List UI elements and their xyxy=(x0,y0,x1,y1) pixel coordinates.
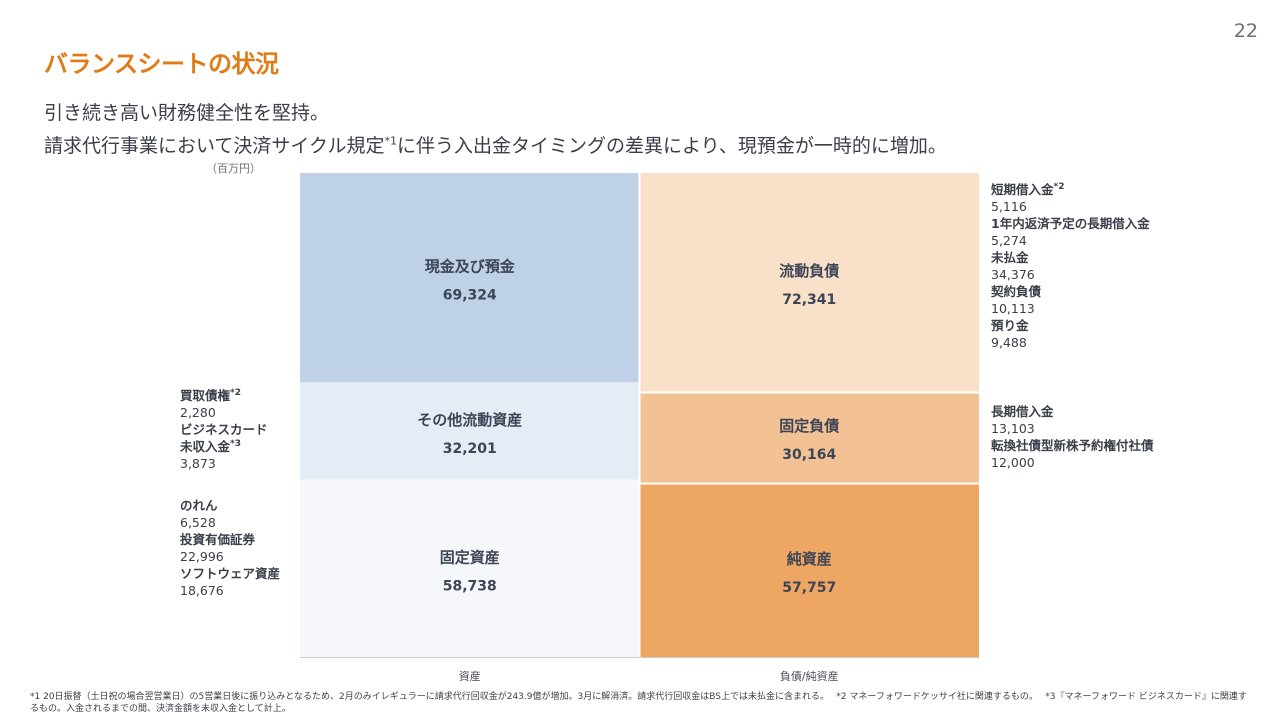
liability-note-value: 10,113 xyxy=(991,301,1035,316)
footnote-ref: *1 xyxy=(384,134,397,148)
asset-note-label-text: ビジネスカード xyxy=(180,422,268,437)
liability-note-value: 5,116 xyxy=(991,199,1027,214)
liability-note-value: 9,488 xyxy=(991,335,1027,350)
x-axis-tick: 資産 xyxy=(459,670,481,683)
unit-label: （百万円） xyxy=(206,162,261,175)
liability-note-label: 契約負債 xyxy=(991,283,1150,300)
liability-note-label-text: 1年内返済予定の長期借入金 xyxy=(991,216,1150,231)
asset-note-label: 買取債権*2 xyxy=(180,387,268,404)
bar-segment xyxy=(640,484,979,657)
footnote-1: *1 20日振替（土日祝の場合翌営業日）の5営業日後に振り込みとなるため、2月の… xyxy=(30,692,825,702)
liability-note-value: 13,103 xyxy=(991,421,1035,436)
asset-note-value: 3,873 xyxy=(180,456,216,471)
asset-note-label-text: 買取債権 xyxy=(180,388,231,403)
footnote-2: *2 マネーフォワードケッサイ社に関連するもの。 xyxy=(836,692,1034,702)
liability-note-label-text: 預り金 xyxy=(991,318,1029,333)
subtitle-line-2-text: 請求代行事業において決済サイクル規定 xyxy=(44,135,385,157)
footnote-ref: *3 xyxy=(230,438,241,449)
subtitle-line-1: 引き続き高い財務健全性を堅持。 xyxy=(44,102,330,124)
segment-label: 固定負債 xyxy=(779,417,839,435)
fixed-assets-breakdown: のれん 6,528 投資有価証券 22,996 ソフトウェア資産 18,676 xyxy=(180,497,280,599)
segment-label: 流動負債 xyxy=(779,262,839,280)
balance-sheet-chart: 現金及び預金 69,324 その他流動資産 32,201 固定資産 58,738 資産 流動負… xyxy=(300,173,979,683)
slide-title: バランスシートの状況 xyxy=(44,50,279,78)
liability-note-label: 転換社債型新株予約権付社債 xyxy=(991,437,1154,454)
other-current-assets-breakdown: 買取債権*2 2,280 ビジネスカード 未収入金*3 3,873 xyxy=(180,387,268,472)
bar-segment xyxy=(640,173,979,392)
footnote-3: *3『マネーフォワード ビジネスカード』に関連するもの。入金されるまでの間、決済… xyxy=(30,692,1247,714)
liability-note-label-text: 契約負債 xyxy=(991,284,1042,299)
liability-note-label-text: 短期借入金 xyxy=(991,182,1054,197)
asset-note-label-text: 投資有価証券 xyxy=(180,532,256,547)
subtitle-line-2-rest: に伴う入出金タイミングの差異により、現預金が一時的に増加。 xyxy=(396,135,947,157)
segment-label: 純資産 xyxy=(787,550,832,568)
footnotes: *1 20日振替（土日祝の場合翌営業日）の5営業日後に振り込みとなるため、2月の… xyxy=(30,691,1255,715)
liability-note-label: 短期借入金*2 xyxy=(991,181,1150,198)
liability-note-label: 1年内返済予定の長期借入金 xyxy=(991,215,1150,232)
asset-note-label-text: ソフトウェア資産 xyxy=(180,566,281,581)
asset-note-value: 2,280 xyxy=(180,405,216,420)
liability-note-value: 5,274 xyxy=(991,233,1027,248)
liability-note-label: 未払金 xyxy=(991,249,1150,266)
bar-segment xyxy=(300,479,639,657)
asset-note-value: 6,528 xyxy=(180,515,216,530)
asset-note-label: ビジネスカード xyxy=(180,421,268,438)
x-axis-tick: 負債/純資産 xyxy=(780,669,839,683)
asset-note-label: 投資有価証券 xyxy=(180,531,280,548)
subtitle-line-2: 請求代行事業において決済サイクル規定*1に伴う入出金タイミングの差異により、現預… xyxy=(44,131,947,158)
segment-label: 現金及び預金 xyxy=(425,258,516,276)
asset-note-value: 18,676 xyxy=(180,583,224,598)
asset-note-label: のれん xyxy=(180,497,280,514)
asset-note-label-text: 未収入金 xyxy=(180,439,231,454)
asset-note-label: 未収入金*3 xyxy=(180,438,268,455)
bar-segment xyxy=(300,382,639,480)
liability-note-label-text: 未払金 xyxy=(991,250,1029,265)
segment-label: その他流動資産 xyxy=(417,411,522,429)
asset-note-label-text: のれん xyxy=(180,498,218,513)
footnote-ref: *2 xyxy=(230,387,241,398)
asset-note-value: 22,996 xyxy=(180,549,224,564)
segment-value: 72,341 xyxy=(782,292,836,308)
footnote-ref: *2 xyxy=(1053,181,1065,192)
current-liabilities-breakdown: 短期借入金*2 5,116 1年内返済予定の長期借入金 5,274 未払金 34,376 契… xyxy=(991,181,1150,351)
segment-value: 57,757 xyxy=(782,580,836,596)
fixed-liabilities-breakdown: 長期借入金 13,103 転換社債型新株予約権付社債 12,000 xyxy=(991,403,1154,471)
bar-segment xyxy=(300,173,639,383)
liability-note-label-text: 転換社債型新株予約権付社債 xyxy=(991,438,1154,453)
bar-segment xyxy=(640,393,979,483)
segment-value: 58,738 xyxy=(443,578,497,594)
segment-value: 69,324 xyxy=(443,288,497,304)
liability-note-value: 12,000 xyxy=(991,455,1035,470)
segment-label: 固定資産 xyxy=(440,548,500,566)
asset-note-label: ソフトウェア資産 xyxy=(180,565,280,582)
balance-sheet-svg: 現金及び預金 69,324 その他流動資産 32,201 固定資産 58,738 資産 流動負… xyxy=(300,173,979,683)
segment-value: 30,164 xyxy=(782,447,836,463)
liability-note-value: 34,376 xyxy=(991,267,1035,282)
segment-value: 32,201 xyxy=(443,441,497,457)
liability-note-label: 預り金 xyxy=(991,317,1150,334)
liability-note-label: 長期借入金 xyxy=(991,403,1154,420)
page-number: 22 xyxy=(1233,20,1258,42)
liability-note-label-text: 長期借入金 xyxy=(991,404,1054,419)
